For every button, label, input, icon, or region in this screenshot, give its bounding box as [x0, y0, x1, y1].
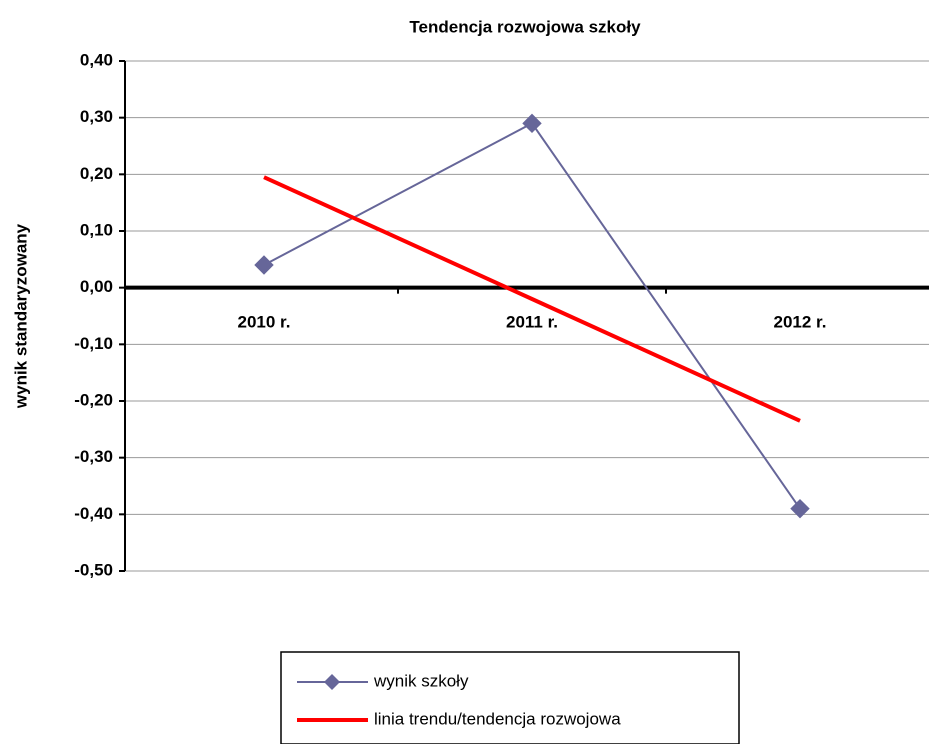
x-tick-label: 2010 r.: [238, 312, 291, 331]
y-tick-label: 0,10: [80, 220, 113, 239]
point-marker: [790, 498, 810, 519]
legend-box: [280, 651, 740, 744]
legend-label: linia trendu/tendencja rozwojowa: [374, 709, 621, 728]
x-tick-label: 2012 r.: [774, 312, 827, 331]
y-tick-label: 0,40: [80, 50, 113, 69]
x-tick-label: 2011 r.: [506, 312, 558, 331]
chart-title: Tendencja rozwojowa szkoły: [409, 17, 641, 36]
point-marker: [254, 255, 274, 275]
y-tick-label: -0,20: [74, 390, 113, 409]
series-line: [263, 175, 801, 423]
point-marker: [522, 113, 542, 134]
legend-label: wynik szkoły: [373, 671, 469, 690]
y-tick-label: 0,20: [80, 164, 113, 183]
y-tick-label: -0,10: [74, 334, 113, 353]
y-axis-label: wynik standaryzowany: [11, 223, 30, 409]
y-tick-label: -0,40: [74, 504, 113, 523]
y-tick-label: -0,30: [74, 447, 113, 466]
y-tick-label: 0,00: [80, 277, 113, 296]
y-tick-label: -0,50: [74, 560, 113, 579]
legend-marker: [324, 674, 340, 690]
y-tick-label: 0,30: [80, 107, 113, 126]
